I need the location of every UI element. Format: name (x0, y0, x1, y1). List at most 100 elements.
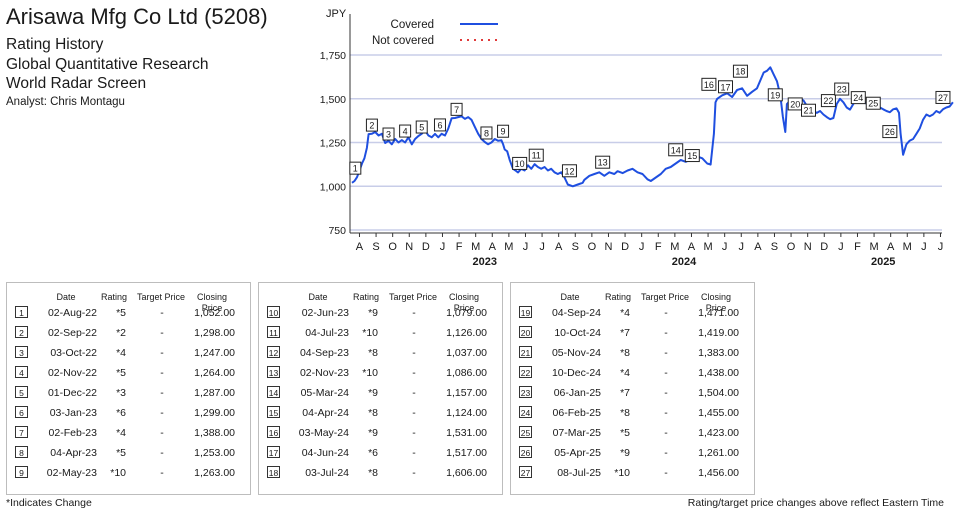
x-tick-label: J (639, 241, 645, 253)
y-axis-label: JPY (326, 8, 347, 20)
table-row: 17 04-Jun-24 *6 - 1,517.00 (259, 444, 502, 462)
rating-marker-number: 21 (519, 346, 532, 358)
rating-value: *6 (116, 407, 126, 419)
rating-change-marker (415, 120, 428, 134)
header-close: Closing Price (448, 292, 479, 313)
x-tick-label: M (504, 241, 513, 253)
rating-change-marker-label: 9 (501, 127, 506, 137)
rating-change-marker (561, 164, 577, 178)
table-row: 16 03-May-24 *9 - 1,531.00 (259, 424, 502, 442)
rating-marker-number: 9 (15, 466, 28, 478)
target-price: - (412, 307, 416, 319)
closing-price: 1,124.00 (446, 407, 487, 419)
closing-price: 1,299.00 (194, 407, 235, 419)
rating-change-marker (935, 90, 951, 104)
rating-value: *4 (620, 307, 630, 319)
subtitle-screen-name: World Radar Screen (6, 75, 147, 92)
rating-change-marker-label: 16 (704, 80, 714, 90)
x-tick-label: S (372, 241, 379, 253)
target-price: - (664, 367, 668, 379)
table-row: 9 02-May-23 *10 - 1,263.00 (7, 464, 250, 482)
table-row: 22 10-Dec-24 *4 - 1,438.00 (511, 364, 754, 382)
subtitle-research-group: Global Quantitative Research (6, 56, 209, 73)
target-price: - (160, 367, 164, 379)
rating-change-marker (820, 94, 836, 108)
table-row: 20 10-Oct-24 *7 - 1,419.00 (511, 324, 754, 342)
rating-date: 05-Apr-25 (554, 447, 601, 459)
rating-date: 02-Sep-22 (47, 327, 97, 339)
rating-change-marker-label: 19 (770, 90, 780, 100)
rating-date: 05-Nov-24 (551, 347, 601, 359)
target-price: - (160, 447, 164, 459)
closing-price: 1,419.00 (698, 327, 739, 339)
rating-change-marker-label: 3 (386, 130, 391, 140)
rating-change-marker-label: 17 (720, 82, 730, 92)
rating-value: *8 (620, 347, 630, 359)
table-row: 8 04-Apr-23 *5 - 1,253.00 (7, 444, 250, 462)
footnote-eastern-time: Rating/target price changes above reflec… (687, 497, 944, 509)
rating-change-marker (718, 80, 733, 94)
target-price: - (412, 427, 416, 439)
rating-date: 05-Mar-24 (300, 387, 349, 399)
x-tick-label: D (820, 241, 828, 253)
target-price: - (160, 387, 164, 399)
target-price: - (412, 347, 416, 359)
rating-date: 02-Nov-22 (47, 367, 97, 379)
target-price: - (160, 427, 164, 439)
closing-price: 1,157.00 (446, 387, 487, 399)
closing-price: 1,052.00 (194, 307, 235, 319)
table-row: 5 01-Dec-22 *3 - 1,287.00 (7, 384, 250, 402)
target-price: - (160, 407, 164, 419)
rating-date: 02-Aug-22 (47, 307, 97, 319)
table-row: 2 02-Sep-22 *2 - 1,298.00 (7, 324, 250, 342)
x-tick-label: J (938, 241, 944, 253)
x-tick-label: J (739, 241, 745, 253)
rating-value: *9 (368, 387, 378, 399)
target-price: - (664, 327, 668, 339)
closing-price: 1,504.00 (698, 387, 739, 399)
rating-change-marker-label: 10 (515, 159, 525, 169)
table-row: 23 06-Jan-25 *7 - 1,504.00 (511, 384, 754, 402)
header-rating: Rating (604, 292, 631, 302)
x-tick-label: M (670, 241, 679, 253)
y-tick-label: 1,500 (320, 94, 346, 106)
closing-price: 1,263.00 (194, 467, 235, 479)
header-target: Target Price (388, 292, 438, 302)
x-tick-label: A (887, 241, 895, 253)
rating-change-marker (732, 64, 748, 78)
target-price: - (664, 387, 668, 399)
rating-change-marker (767, 88, 783, 102)
rating-date: 03-May-24 (298, 427, 349, 439)
rating-change-marker (684, 149, 700, 163)
x-tick-label: S (771, 241, 778, 253)
target-price: - (412, 327, 416, 339)
rating-marker-number: 27 (519, 466, 532, 478)
rating-value: *8 (368, 467, 378, 479)
rating-marker-number: 6 (15, 406, 28, 418)
x-tick-label: J (921, 241, 927, 253)
rating-change-marker-label: 1 (353, 164, 358, 174)
table-row: 12 04-Sep-23 *8 - 1,037.00 (259, 344, 502, 362)
rating-date: 03-Jan-23 (49, 407, 97, 419)
rating-value: *8 (620, 407, 630, 419)
rating-date: 10-Dec-24 (551, 367, 601, 379)
closing-price: 1,517.00 (446, 447, 487, 459)
target-price: - (664, 347, 668, 359)
x-tick-label: J (539, 241, 545, 253)
table-row: 4 02-Nov-22 *5 - 1,264.00 (7, 364, 250, 382)
x-tick-label: J (722, 241, 728, 253)
rating-change-marker-label: 27 (938, 93, 948, 103)
closing-price: 1,383.00 (698, 347, 739, 359)
rating-value: *7 (620, 327, 630, 339)
rating-marker-number: 18 (267, 466, 280, 478)
target-price: - (412, 467, 416, 479)
rating-change-marker-label: 7 (454, 105, 459, 115)
rating-value: *4 (116, 427, 126, 439)
rating-value: *9 (368, 427, 378, 439)
x-tick-label: A (489, 241, 497, 253)
rating-value: *5 (116, 307, 126, 319)
rating-value: *7 (620, 387, 630, 399)
table-row: 10 02-Jun-23 *9 - 1,079.00 (259, 304, 502, 322)
rating-marker-number: 11 (267, 326, 280, 338)
